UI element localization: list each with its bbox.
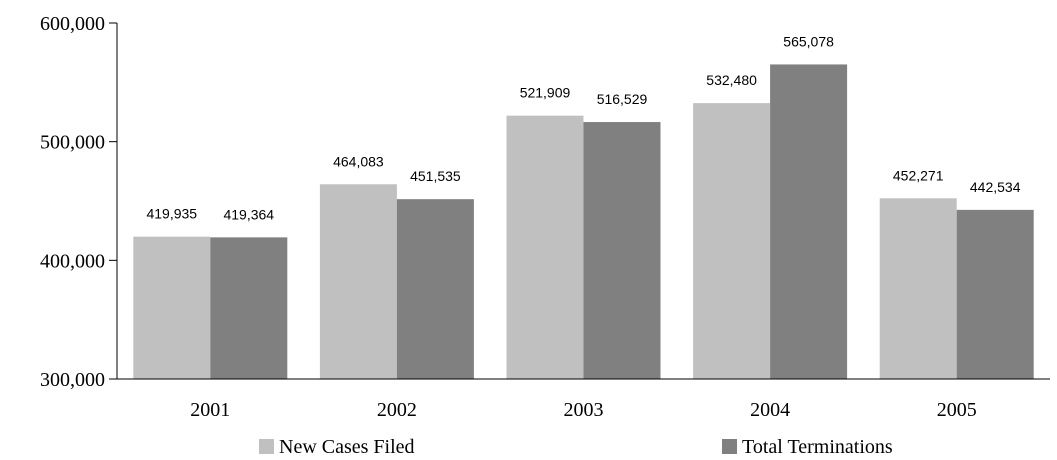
bar-total-terminations-2005 [956,209,1034,379]
data-label: 419,935 [146,206,197,222]
x-axis: 2001 2002 2003 2004 2005 [117,378,1050,421]
data-label: 521,909 [520,85,571,101]
x-tick-label: 2004 [750,399,790,421]
x-tick-label: 2003 [564,399,604,421]
y-tick-label: 600,000 [40,13,105,35]
bar-new-cases-filed-2005 [879,198,957,379]
y-tick-label: 400,000 [40,250,105,272]
x-tick-label: 2001 [190,399,230,421]
y-axis: 300,000 400,000 500,000 600,000 [40,13,118,391]
data-label: 451,535 [410,168,461,184]
data-label: 565,078 [783,33,834,49]
bar-new-cases-filed-2002 [319,184,397,379]
data-label: 452,271 [893,167,944,183]
legend-label: New Cases Filed [279,436,415,458]
bars [133,64,1034,380]
bar-total-terminations-2001 [210,237,288,379]
data-label: 532,480 [706,72,757,88]
legend-swatch [259,439,274,454]
bar-total-terminations-2004 [770,64,848,380]
data-label: 442,534 [970,179,1021,195]
data-label: 464,083 [333,153,384,169]
legend-label: Total Terminations [742,436,893,458]
data-labels: 419,935 419,364 464,083 451,535 521,909 516,5… [146,33,1020,222]
bar-new-cases-filed-2004 [693,103,771,380]
data-label: 419,364 [223,206,274,222]
bar-new-cases-filed-2003 [506,115,584,380]
data-label: 516,529 [597,91,648,107]
legend-swatch [722,439,737,454]
bar-total-terminations-2002 [396,199,474,379]
x-tick-label: 2002 [377,399,417,421]
x-tick-label: 2005 [937,399,977,421]
bar-total-terminations-2003 [583,122,661,380]
bar-new-cases-filed-2001 [133,236,211,379]
y-tick-label: 300,000 [40,369,105,391]
legend: New Cases Filed Total Terminations [259,436,893,458]
y-tick-label: 500,000 [40,132,105,154]
